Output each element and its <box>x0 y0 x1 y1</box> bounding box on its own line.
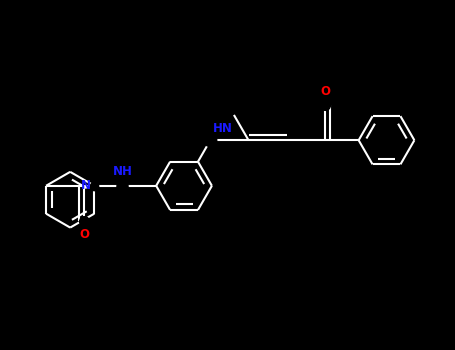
Text: O: O <box>320 85 330 98</box>
Text: O: O <box>79 228 89 240</box>
Text: NH: NH <box>112 165 132 178</box>
Text: N: N <box>81 179 91 192</box>
Text: HN: HN <box>212 122 233 135</box>
